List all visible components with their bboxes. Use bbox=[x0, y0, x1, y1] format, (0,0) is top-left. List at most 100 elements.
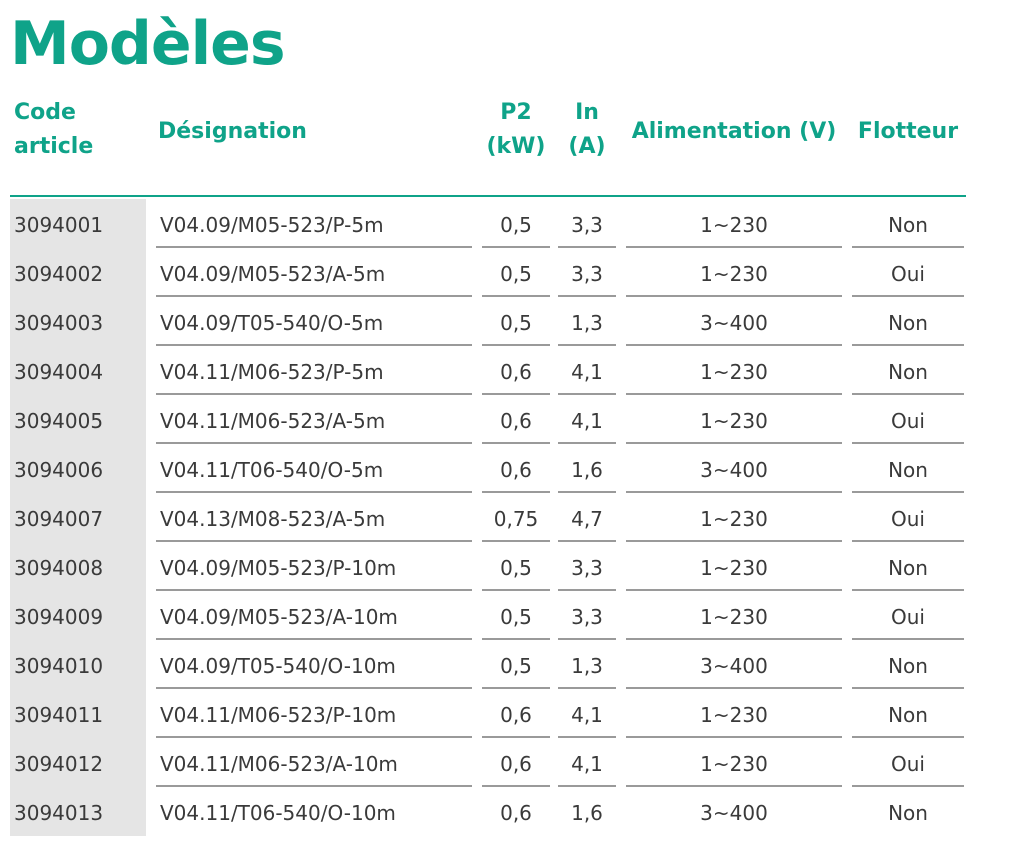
flotteur-cell: Non bbox=[852, 542, 964, 591]
p2-cell: 0,5 bbox=[482, 248, 550, 297]
header-designation: Désignation bbox=[158, 119, 307, 144]
alimentation-cell: 1~230 bbox=[626, 738, 842, 787]
code-cell: 3094006 bbox=[10, 444, 146, 493]
alimentation-cell: 3~400 bbox=[700, 801, 768, 825]
code-cell: 3094011 bbox=[10, 689, 146, 738]
designation-cell: V04.09/M05-523/A-5m bbox=[156, 248, 472, 297]
p2-cell: 0,6 bbox=[482, 738, 550, 787]
code-cell: 3094002 bbox=[10, 248, 146, 297]
flotteur-cell: Oui bbox=[852, 738, 964, 787]
header-p2: P2 (kW) bbox=[482, 96, 550, 164]
flotteur-cell: Non bbox=[852, 199, 964, 248]
designation-cell: V04.09/M05-523/A-10m bbox=[156, 591, 472, 640]
in-cell: 1,3 bbox=[558, 297, 616, 346]
in-cell: 1,3 bbox=[558, 640, 616, 689]
alimentation-cell: 3~400 bbox=[626, 444, 842, 493]
page-title: Modèles bbox=[10, 9, 286, 79]
alimentation-cell: 3~400 bbox=[626, 297, 842, 346]
code-cell: 3094007 bbox=[10, 493, 146, 542]
in-cell: 3,3 bbox=[558, 199, 616, 248]
flotteur-cell: Oui bbox=[852, 493, 964, 542]
in-cell: 4,7 bbox=[558, 493, 616, 542]
p2-cell: 0,6 bbox=[482, 395, 550, 444]
p2-cell: 0,75 bbox=[482, 493, 550, 542]
designation-cell: V04.09/T05-540/O-5m bbox=[156, 297, 472, 346]
flotteur-cell: Non bbox=[852, 297, 964, 346]
designation-cell: V04.11/M06-523/A-10m bbox=[156, 738, 472, 787]
header-flotteur: Flotteur bbox=[857, 119, 959, 144]
alimentation-cell: 1~230 bbox=[626, 493, 842, 542]
table-row: 3094006 V04.11/T06-540/O-5m 0,6 1,6 3~400 Non bbox=[10, 444, 966, 493]
header-in-line-1: In bbox=[575, 100, 599, 125]
table-row: 3094007 V04.13/M08-523/A-5m 0,75 4,7 1~230 Ou… bbox=[10, 493, 966, 542]
p2-cell: 0,6 bbox=[482, 689, 550, 738]
flotteur-cell: Oui bbox=[852, 591, 964, 640]
table-header: Code article Désignation P2 (kW) In (A) … bbox=[10, 96, 966, 196]
header-divider bbox=[10, 195, 966, 197]
in-cell: 4,1 bbox=[558, 346, 616, 395]
code-cell: 3094013 bbox=[10, 787, 146, 836]
in-cell: 1,6 bbox=[571, 801, 603, 825]
header-p2-line-2: (kW) bbox=[486, 134, 546, 159]
in-cell: 3,3 bbox=[558, 248, 616, 297]
header-code: Code article bbox=[14, 96, 93, 164]
header-in: In (A) bbox=[558, 96, 616, 164]
table-row: 3094009 V04.09/M05-523/A-10m 0,5 3,3 1~230 Ou… bbox=[10, 591, 966, 640]
table-row: 3094011 V04.11/M06-523/P-10m 0,6 4,1 1~230 No… bbox=[10, 689, 966, 738]
code-cell: 3094012 bbox=[10, 738, 146, 787]
code-cell: 3094005 bbox=[10, 395, 146, 444]
header-alimentation: Alimentation (V) bbox=[631, 119, 837, 144]
designation-cell: V04.09/T05-540/O-10m bbox=[156, 640, 472, 689]
designation-cell: V04.11/M06-523/A-5m bbox=[156, 395, 472, 444]
code-cell: 3094010 bbox=[10, 640, 146, 689]
table-row: 3094013 V04.11/T06-540/O-10m 0,6 1,6 3~400 No… bbox=[10, 787, 966, 836]
table-row: 3094008 V04.09/M05-523/P-10m 0,5 3,3 1~230 No… bbox=[10, 542, 966, 591]
designation-cell: V04.11/M06-523/P-5m bbox=[156, 346, 472, 395]
in-cell: 3,3 bbox=[558, 591, 616, 640]
alimentation-cell: 1~230 bbox=[626, 395, 842, 444]
p2-cell: 0,6 bbox=[500, 801, 532, 825]
p2-cell: 0,5 bbox=[482, 640, 550, 689]
alimentation-cell: 1~230 bbox=[626, 199, 842, 248]
alimentation-cell: 1~230 bbox=[626, 346, 842, 395]
in-cell: 4,1 bbox=[558, 738, 616, 787]
in-cell: 4,1 bbox=[558, 689, 616, 738]
p2-cell: 0,5 bbox=[482, 591, 550, 640]
flotteur-cell: Oui bbox=[852, 248, 964, 297]
alimentation-cell: 1~230 bbox=[626, 591, 842, 640]
table-row: 3094004 V04.11/M06-523/P-5m 0,6 4,1 1~230 Non bbox=[10, 346, 966, 395]
p2-cell: 0,5 bbox=[482, 542, 550, 591]
code-cell: 3094001 bbox=[10, 199, 146, 248]
header-code-line-1: Code bbox=[14, 100, 76, 125]
in-cell: 4,1 bbox=[558, 395, 616, 444]
flotteur-cell: Non bbox=[888, 801, 928, 825]
designation-cell: V04.13/M08-523/A-5m bbox=[156, 493, 472, 542]
table-row: 3094005 V04.11/M06-523/A-5m 0,6 4,1 1~230 Oui bbox=[10, 395, 966, 444]
header-p2-line-1: P2 bbox=[500, 100, 532, 125]
alimentation-cell: 3~400 bbox=[626, 640, 842, 689]
flotteur-cell: Non bbox=[852, 346, 964, 395]
designation-cell: V04.11/T06-540/O-10m bbox=[160, 801, 396, 825]
designation-cell: V04.09/M05-523/P-10m bbox=[156, 542, 472, 591]
alimentation-cell: 1~230 bbox=[626, 689, 842, 738]
designation-cell: V04.09/M05-523/P-5m bbox=[156, 199, 472, 248]
p2-cell: 0,6 bbox=[482, 346, 550, 395]
code-cell: 3094008 bbox=[10, 542, 146, 591]
table-row: 3094001 V04.09/M05-523/P-5m 0,5 3,3 1~230 Non bbox=[10, 199, 966, 248]
alimentation-cell: 1~230 bbox=[626, 248, 842, 297]
p2-cell: 0,5 bbox=[482, 297, 550, 346]
in-cell: 3,3 bbox=[558, 542, 616, 591]
table-body: 3094001 V04.09/M05-523/P-5m 0,5 3,3 1~230 Non… bbox=[10, 199, 966, 836]
designation-cell: V04.11/M06-523/P-10m bbox=[156, 689, 472, 738]
alimentation-cell: 1~230 bbox=[626, 542, 842, 591]
table-row: 3094002 V04.09/M05-523/A-5m 0,5 3,3 1~230 Oui bbox=[10, 248, 966, 297]
flotteur-cell: Non bbox=[852, 640, 964, 689]
code-cell: 3094003 bbox=[10, 297, 146, 346]
table-row: 3094010 V04.09/T05-540/O-10m 0,5 1,3 3~400 No… bbox=[10, 640, 966, 689]
code-cell: 3094004 bbox=[10, 346, 146, 395]
flotteur-cell: Non bbox=[852, 689, 964, 738]
p2-cell: 0,6 bbox=[482, 444, 550, 493]
p2-cell: 0,5 bbox=[482, 199, 550, 248]
table-row: 3094003 V04.09/T05-540/O-5m 0,5 1,3 3~400 Non bbox=[10, 297, 966, 346]
code-cell: 3094009 bbox=[10, 591, 146, 640]
